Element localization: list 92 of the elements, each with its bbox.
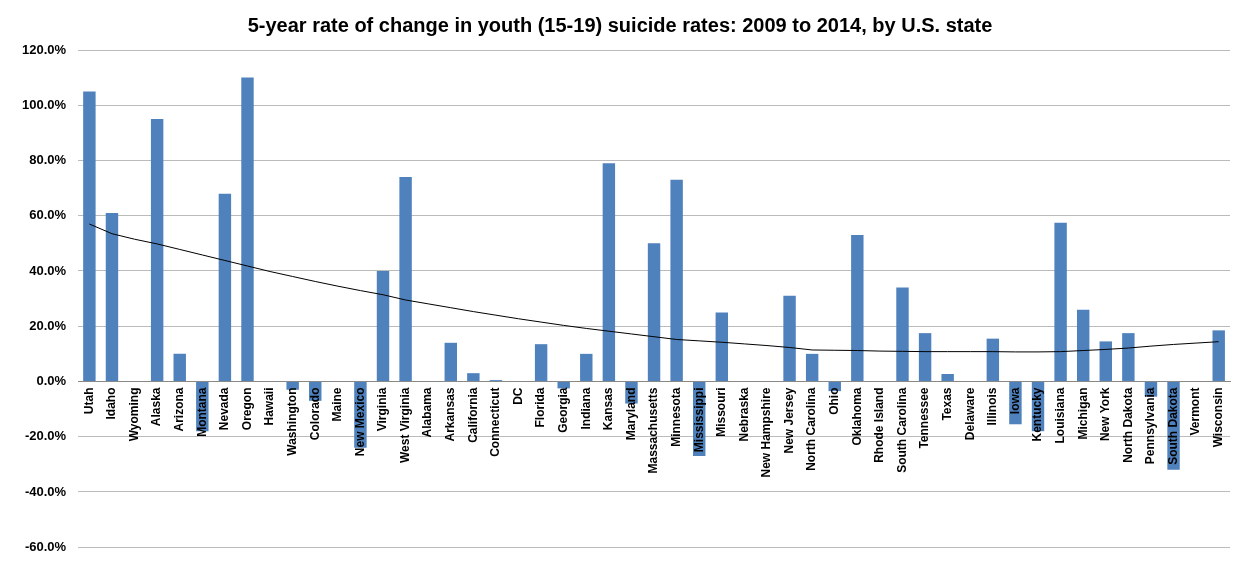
bar xyxy=(557,381,570,389)
x-tick-label: Louisiana xyxy=(1052,387,1067,444)
x-tick-label: Massachusetts xyxy=(646,387,661,474)
x-tick-label: Florida xyxy=(533,387,548,428)
x-tick-label: Nevada xyxy=(217,387,232,431)
y-tick-label: 80.0% xyxy=(29,152,67,168)
bar xyxy=(715,312,729,381)
bar xyxy=(1054,222,1067,381)
x-tick-label: North Carolina xyxy=(804,387,819,471)
y-tick-label: 40.0% xyxy=(29,262,67,278)
bar xyxy=(399,177,412,381)
x-tick-label: Oregon xyxy=(239,387,254,431)
x-tick-label: New Mexico xyxy=(352,387,367,457)
x-tick-label: Mississippi xyxy=(691,387,706,453)
bar xyxy=(941,374,954,381)
x-tick-label: Pennsylvania xyxy=(1143,387,1158,465)
bar xyxy=(376,270,390,381)
x-tick-label: DC xyxy=(510,387,525,405)
x-tick-label: Missouri xyxy=(714,387,729,437)
x-tick-label: Alaska xyxy=(149,387,164,427)
x-tick-label: Arizona xyxy=(172,387,187,432)
x-tick-label: New Jersey xyxy=(781,387,796,454)
x-tick-label: Minnesota xyxy=(668,387,683,447)
x-tick-label: Texas xyxy=(939,387,954,421)
bar xyxy=(1122,333,1135,381)
x-tick-label: Indiana xyxy=(578,387,593,430)
bar xyxy=(783,295,796,381)
bar xyxy=(105,212,119,381)
bar xyxy=(1076,309,1090,381)
bar xyxy=(602,163,616,381)
bar xyxy=(670,179,683,381)
x-tick-label: Kentucky xyxy=(1030,387,1045,442)
x-tick-label: Ohio xyxy=(827,387,842,415)
bar xyxy=(647,243,661,381)
bar xyxy=(1099,341,1112,381)
bar xyxy=(851,235,864,381)
x-tick-label: Oklahoma xyxy=(849,387,864,446)
bar xyxy=(150,119,164,381)
x-tick-label: Wyoming xyxy=(126,387,141,442)
bar xyxy=(218,193,232,381)
y-tick-label: -60.0% xyxy=(24,538,67,554)
y-tick-label: 100.0% xyxy=(22,96,67,112)
y-tick-label: 20.0% xyxy=(29,317,67,333)
y-tick-label: 120.0% xyxy=(22,41,67,57)
x-tick-label: Iowa xyxy=(1007,387,1022,415)
bar xyxy=(467,373,480,381)
bar xyxy=(444,342,457,381)
x-tick-label: North Dakota xyxy=(1120,387,1135,463)
x-tick-label: Kansas xyxy=(601,387,616,431)
x-tick-label: Montana xyxy=(194,387,209,437)
x-tick-label: South Dakota xyxy=(1165,387,1180,465)
chart-title: 5-year rate of change in youth (15-19) suicide rates: 2009 to 2014, by U.S. state xyxy=(247,13,993,36)
x-tick-label: Tennessee xyxy=(917,387,932,449)
x-tick-label: Washington xyxy=(284,387,299,456)
x-tick-label: New Hampshire xyxy=(759,387,774,478)
y-tick-label: 60.0% xyxy=(29,207,67,223)
bar xyxy=(805,353,819,381)
x-tick-label: Arkansas xyxy=(443,387,458,442)
x-tick-label: Connecticut xyxy=(488,387,503,457)
bar xyxy=(896,287,909,381)
bar xyxy=(241,77,254,381)
x-tick-label: Vermont xyxy=(1188,387,1203,436)
x-tick-label: South Carolina xyxy=(894,387,909,473)
x-tick-label: Idaho xyxy=(104,387,119,420)
x-tick-label: Alabama xyxy=(420,387,435,438)
x-tick-label: Illinois xyxy=(985,387,1000,426)
y-tick-label: -20.0% xyxy=(24,428,67,444)
bar xyxy=(1212,330,1225,381)
x-tick-label: Georgia xyxy=(556,387,571,433)
x-tick-label: Maryland xyxy=(623,387,638,441)
bar xyxy=(580,353,593,381)
x-tick-label: California xyxy=(465,387,480,443)
x-tick-label: New York xyxy=(1098,387,1113,442)
x-tick-label: Colorado xyxy=(307,387,322,441)
x-tick-label: Maine xyxy=(330,387,345,422)
x-tick-label: Rhode Island xyxy=(872,387,887,463)
x-tick-label: West Virginia xyxy=(397,387,412,464)
x-tick-label: Virginia xyxy=(375,387,390,432)
bar xyxy=(83,91,96,381)
x-tick-label: Delaware xyxy=(962,387,977,441)
bar xyxy=(173,353,186,381)
bar xyxy=(534,344,548,381)
bar xyxy=(986,338,1000,381)
x-tick-label: Hawaii xyxy=(262,387,277,426)
x-tick-label: Nebraska xyxy=(736,387,751,442)
x-tick-label: Wisconsin xyxy=(1211,387,1226,448)
y-tick-label: 0.0% xyxy=(36,373,67,389)
x-tick-label: Michigan xyxy=(1075,387,1090,440)
y-tick-label: -40.0% xyxy=(24,483,67,499)
bar xyxy=(918,333,932,381)
bar xyxy=(286,381,299,390)
x-tick-label: Utah xyxy=(81,387,96,415)
